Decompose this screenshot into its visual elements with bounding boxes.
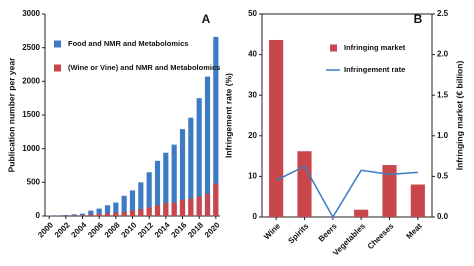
bar (204, 193, 211, 216)
bar (121, 211, 127, 216)
bar (179, 199, 186, 216)
y2-tick-label: 0.0 (437, 212, 449, 221)
x-tick-label: 2008 (103, 220, 122, 239)
bar (382, 165, 397, 217)
x-tick-label: 2012 (136, 220, 155, 239)
y-tick-label: 30 (248, 90, 257, 99)
y-tick-label: 2500 (22, 43, 40, 52)
bar (410, 184, 425, 217)
bar (179, 129, 186, 216)
y2-axis-title: Infringing market (€ billion) (454, 61, 464, 171)
bar (88, 210, 94, 216)
bar (188, 117, 194, 216)
x-tick-label: 2020 (203, 220, 222, 239)
bar (196, 98, 202, 216)
y-tick-label: 0 (36, 211, 41, 220)
x-tick-label: Meat (404, 221, 423, 240)
x-tick-label: 2014 (153, 220, 172, 239)
bar (204, 76, 211, 217)
y-tick-label: 20 (248, 131, 257, 140)
y-tick-label: 2000 (22, 76, 40, 85)
x-tick-label: 2016 (169, 220, 188, 239)
x-tick-label: 2010 (119, 220, 138, 239)
y2-tick-label: 0.5 (437, 172, 449, 181)
x-tick-label: 2018 (186, 220, 205, 239)
bar (129, 210, 136, 216)
y2-tick-label: 1.0 (437, 131, 449, 140)
bar (196, 196, 202, 216)
legend-label: Infringing market (344, 43, 406, 52)
x-tick-label: Wine (262, 221, 282, 241)
bar (71, 214, 77, 216)
bar (213, 183, 219, 216)
y2-tick-label: 2.0 (437, 50, 449, 59)
bar (88, 214, 94, 216)
y-axis-title: Publication number per year (6, 57, 16, 172)
y2-tick-label: 2.5 (437, 9, 449, 18)
y2-tick-label: 1.5 (437, 90, 449, 99)
bar (146, 207, 152, 216)
bar (113, 202, 119, 216)
legend-swatch (54, 64, 61, 72)
line (275, 165, 418, 219)
bar (104, 205, 111, 216)
x-tick-label: Cheeses (366, 221, 396, 251)
legend-swatch (330, 44, 337, 52)
bar (163, 203, 169, 216)
y-tick-label: 1500 (22, 110, 40, 119)
bar (188, 198, 194, 216)
legend-label: Infringement rate (344, 65, 405, 74)
bar (113, 212, 119, 216)
x-tick-label: 2004 (69, 220, 88, 239)
y-tick-label: 40 (248, 50, 257, 59)
x-tick-label: Beers (317, 221, 339, 243)
bar (146, 172, 152, 216)
legend-label: (Wine or Vine) and NMR and Metabolomics (68, 63, 220, 72)
x-tick-label: Spirits (286, 221, 310, 245)
x-tick-label: 2006 (86, 220, 105, 239)
y-tick-label: 500 (27, 177, 41, 186)
x-tick-label: 2002 (53, 220, 72, 239)
y-tick-label: 10 (248, 172, 257, 181)
bar (171, 144, 177, 216)
bar (269, 39, 284, 217)
bar (213, 36, 219, 216)
y-tick-label: 1000 (22, 144, 40, 153)
bar (163, 152, 169, 216)
bar (63, 214, 69, 216)
legend-label: Food and NMR and Metabolomics (68, 39, 188, 48)
bar (354, 209, 369, 217)
bar (138, 182, 144, 216)
y-axis-title: Infringement rate (%) (223, 73, 233, 158)
bar (129, 190, 136, 216)
bar (297, 151, 312, 217)
bar (96, 213, 102, 216)
bar (171, 202, 177, 216)
panel-label: B (414, 12, 423, 26)
bar (71, 215, 77, 216)
bar (121, 195, 127, 216)
bar (138, 209, 144, 216)
bar (96, 208, 102, 216)
bar (79, 215, 86, 216)
y-tick-label: 3000 (22, 9, 40, 18)
y-tick-label: 50 (248, 9, 257, 18)
bar (104, 213, 111, 216)
bar (154, 205, 161, 216)
bar (79, 213, 86, 216)
panel-label: A (202, 12, 211, 26)
bar (54, 215, 61, 216)
legend-swatch (54, 40, 61, 48)
x-tick-label: 2000 (36, 220, 55, 239)
bar (154, 160, 161, 216)
y-tick-label: 0 (253, 212, 258, 221)
